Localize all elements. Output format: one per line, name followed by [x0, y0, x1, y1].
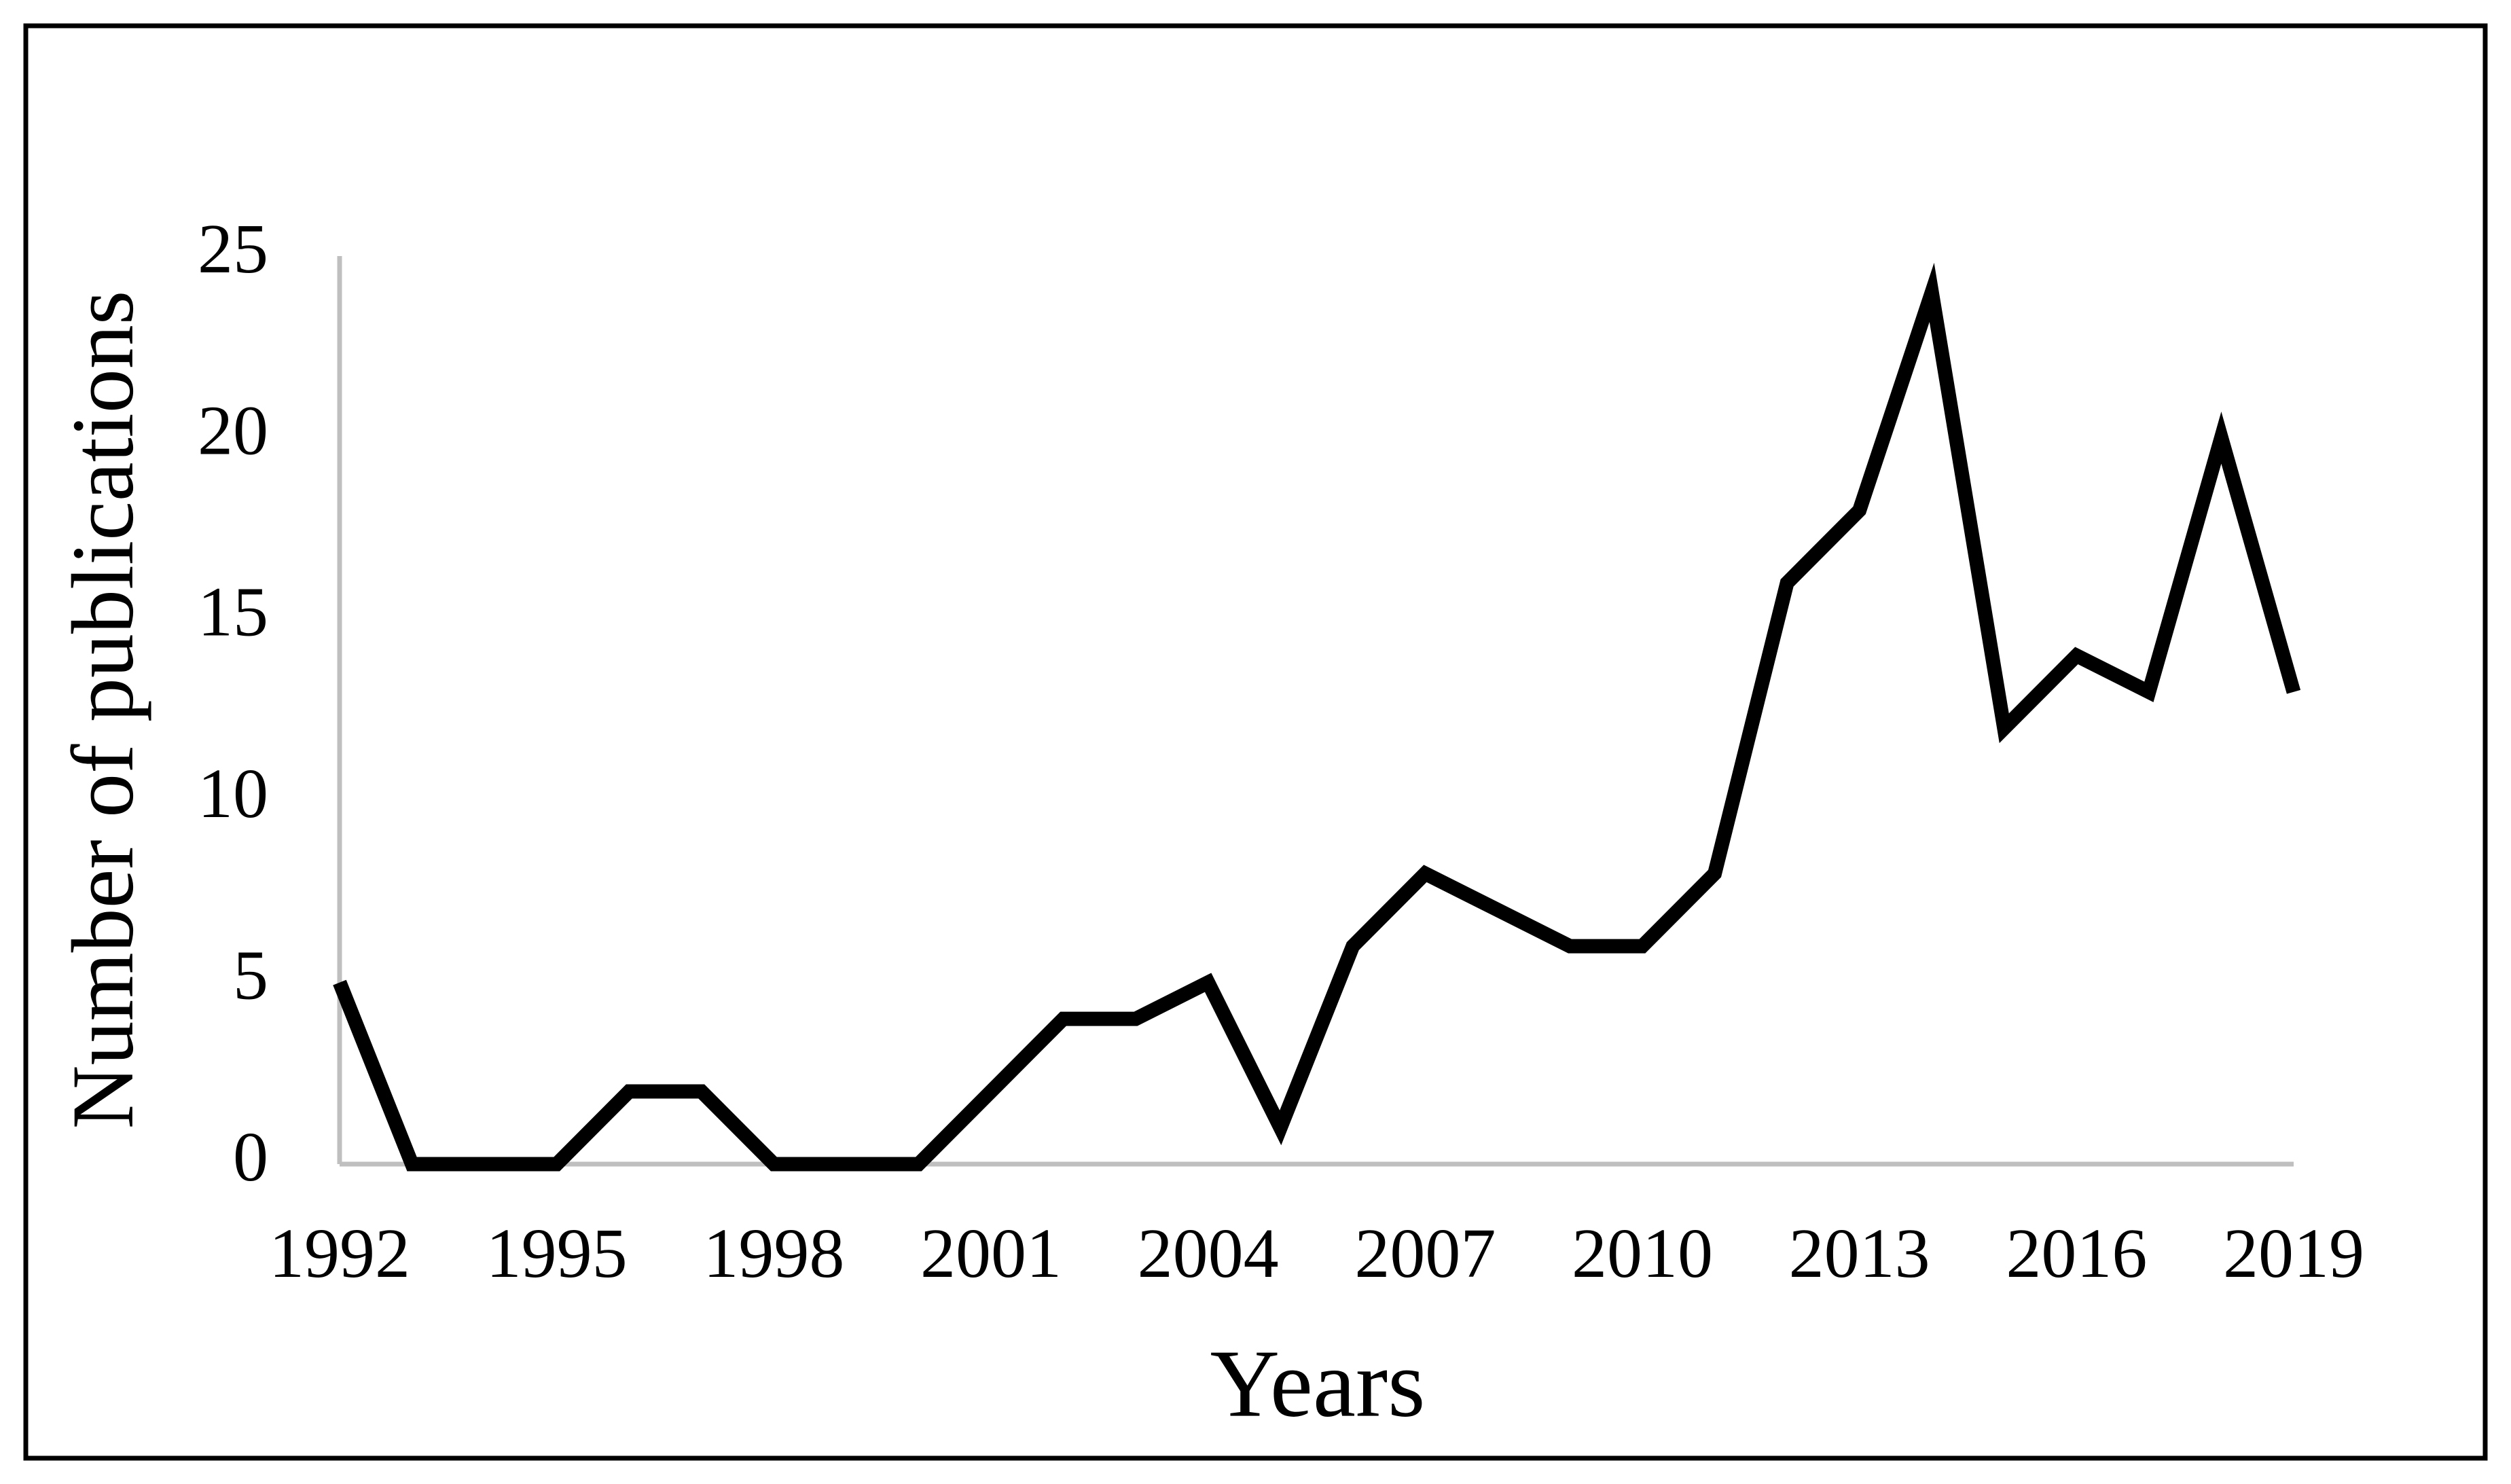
x-tick-label: 2001: [920, 1214, 1062, 1292]
x-tick-label: 1998: [703, 1214, 844, 1292]
x-tick-label: 2016: [2006, 1214, 2147, 1292]
data-line: [333, 262, 2301, 1172]
x-tick-label: 1995: [486, 1214, 628, 1292]
y-tick-label: 25: [198, 210, 268, 288]
x-tick-label: 2013: [1789, 1214, 1930, 1292]
x-tick-label: 2010: [1572, 1214, 1713, 1292]
x-tick-label: 2019: [2223, 1214, 2364, 1292]
x-tick-label: 2004: [1138, 1214, 1279, 1292]
x-axis-title: Years: [1210, 1330, 1426, 1437]
y-tick-label: 10: [198, 755, 268, 833]
y-tick-label: 15: [198, 573, 268, 651]
chart-border: [23, 23, 2488, 1461]
y-tick-label: 5: [233, 936, 268, 1014]
y-axis-title: Number of publications: [54, 291, 152, 1129]
x-tick-label: 1992: [269, 1214, 410, 1292]
y-tick-label: 0: [233, 1118, 268, 1196]
x-tick-label: 2007: [1354, 1214, 1496, 1292]
y-tick-label: 20: [198, 391, 268, 469]
